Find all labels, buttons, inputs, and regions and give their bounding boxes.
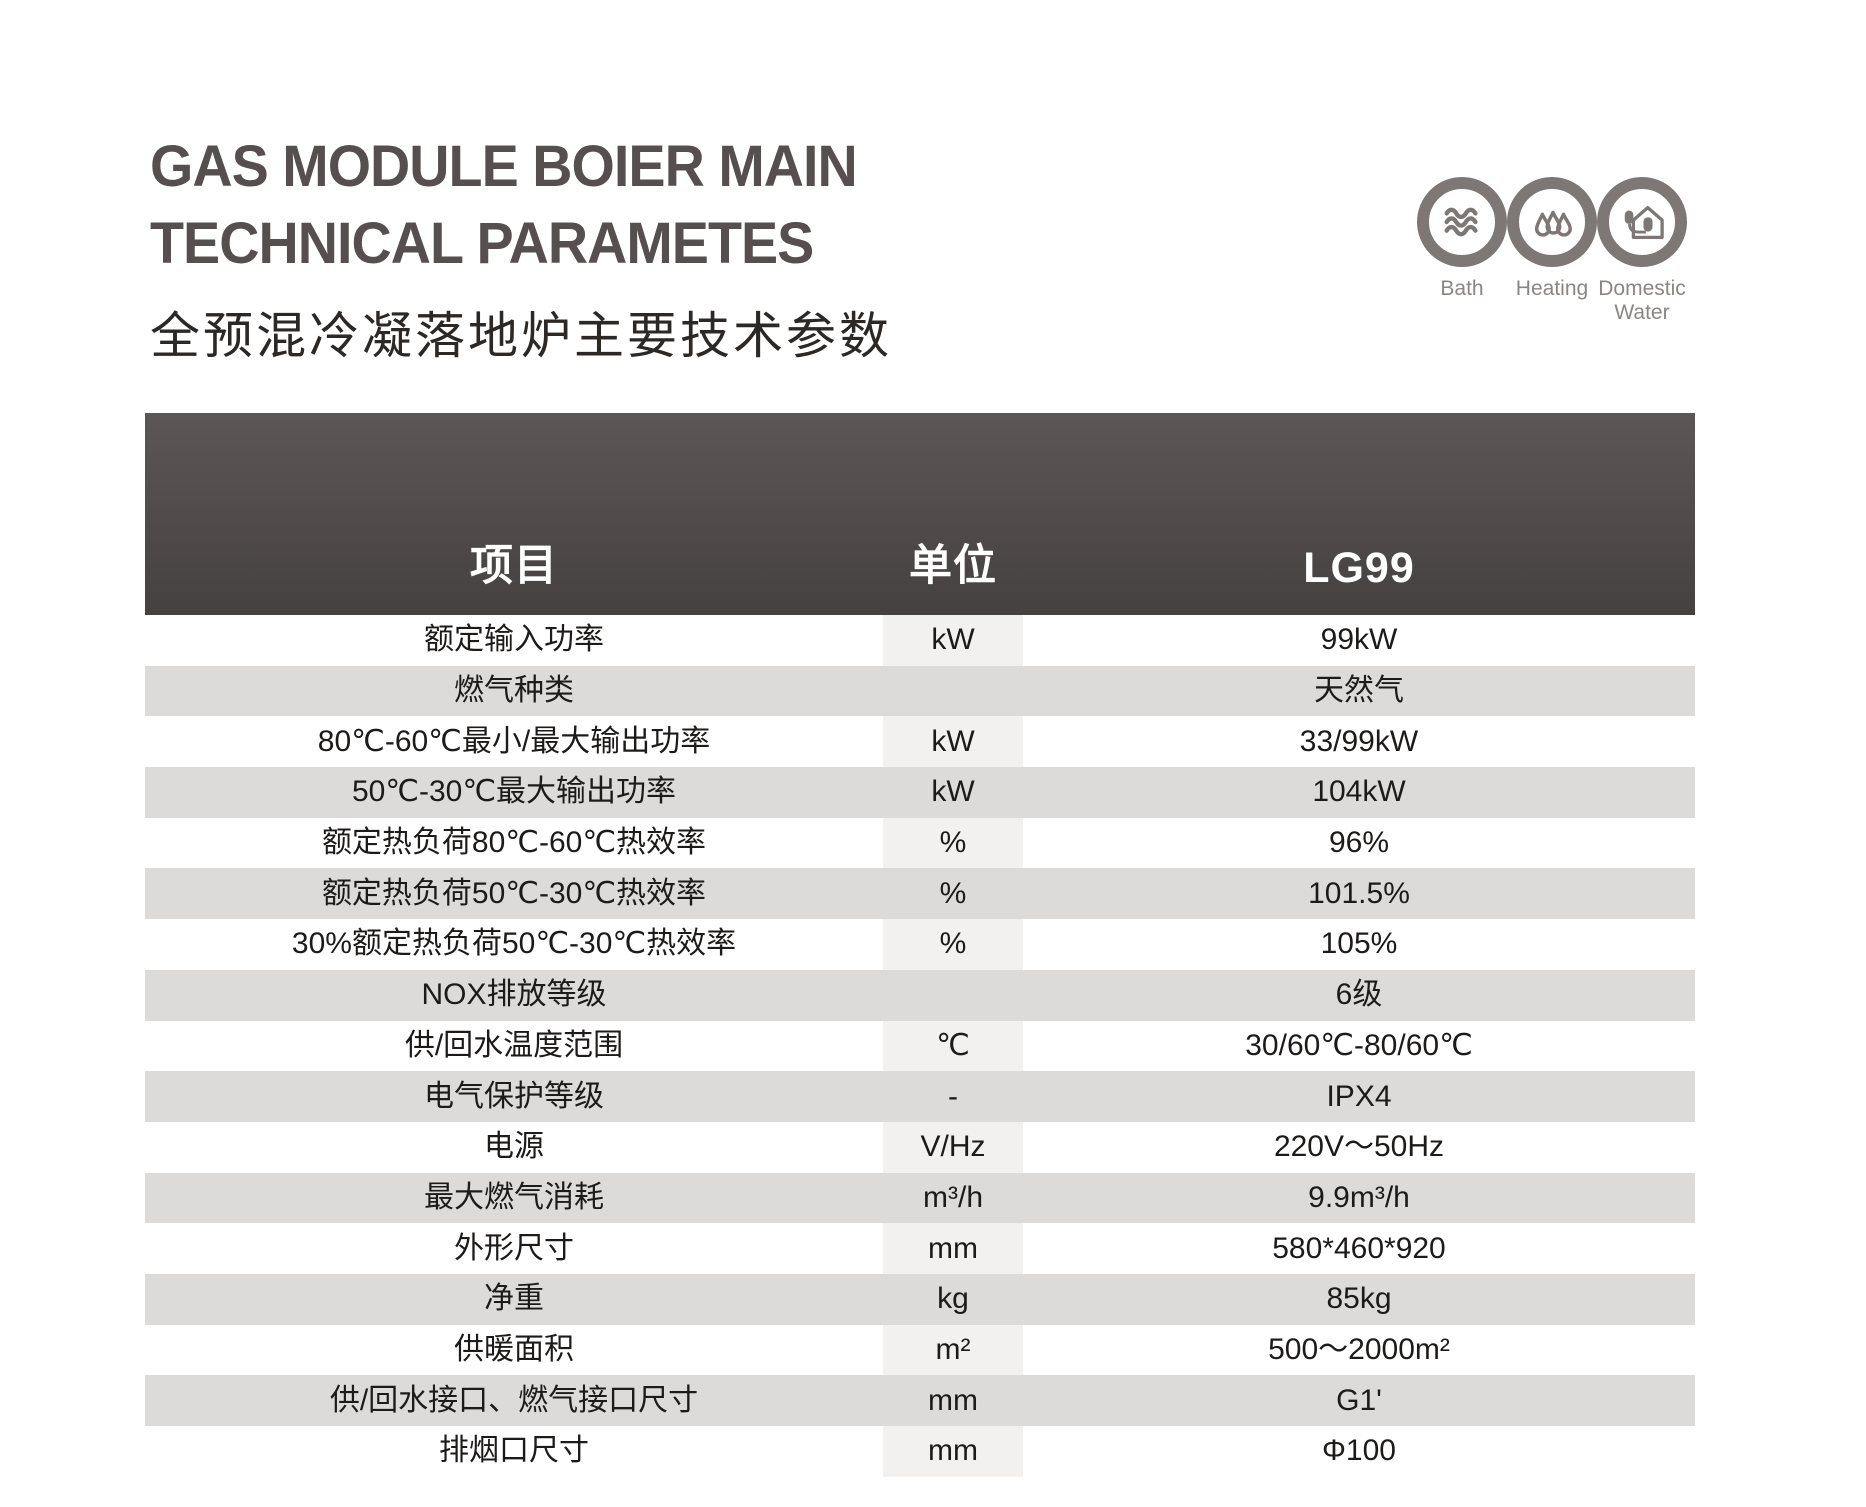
column-header-unit: 单位 (909, 542, 997, 590)
feature-heating: Heating (1506, 177, 1598, 325)
bath-waves-icon (1417, 177, 1507, 267)
table-row: 80℃-60℃最小/最大输出功率 kW 33/99kW (145, 716, 1695, 768)
row-value: 500～2000m² (1268, 1332, 1450, 1366)
row-unit: mm (883, 1426, 1023, 1477)
row-item-label: 供/回水接口、燃气接口尺寸 (329, 1383, 699, 1417)
table-row: 最大燃气消耗 m³/h 9.9m³/h (145, 1172, 1695, 1224)
table-header: 项目 单位 LG99 (145, 413, 1695, 615)
row-value: 220V～50Hz (1273, 1130, 1445, 1164)
table-row: 燃气种类 天然气 (145, 665, 1695, 717)
page-subtitle-chinese: 全预混冷凝落地炉主要技术参数 (150, 308, 892, 364)
row-unit: mm (883, 1223, 1023, 1274)
row-value: 天然气 (1314, 674, 1404, 708)
table-body: 额定输入功率 kW 99kW 燃气种类 天然气 80℃-60℃最小/最大输出功率… (145, 615, 1695, 1477)
feature-label-bath: Bath (1440, 277, 1484, 300)
spec-table: 项目 单位 LG99 额定输入功率 kW 99kW 燃气种类 天然气 80℃-6… (145, 413, 1695, 1477)
column-header-model: LG99 (1303, 544, 1415, 592)
row-value: 9.9m³/h (1308, 1180, 1410, 1214)
row-item-label: NOX排放等级 (421, 978, 607, 1012)
row-item-label: 电源 (484, 1130, 544, 1164)
row-unit: kg (937, 1282, 969, 1316)
row-unit: - (948, 1079, 958, 1113)
feature-label-domestic-water: Domestic Water (1598, 277, 1686, 324)
table-row: 额定热负荷80℃-60℃热效率 % 96% (145, 817, 1695, 869)
table-row: 供/回水接口、燃气接口尺寸 mm G1' (145, 1375, 1695, 1426)
row-value: IPX4 (1326, 1079, 1392, 1113)
row-unit: kW (883, 615, 1023, 666)
feature-domestic-water: Domestic Water (1596, 177, 1688, 325)
feature-icons-group: Bath Heating (1416, 177, 1688, 325)
row-value: 105% (1320, 927, 1398, 961)
feature-bath: Bath (1416, 177, 1508, 325)
table-row: 供暖面积 m² 500～2000m² (145, 1324, 1695, 1376)
row-item-label: 额定热负荷50℃-30℃热效率 (321, 876, 707, 910)
row-item-label: 燃气种类 (454, 674, 574, 708)
page-title-line1: GAS MODULE BOIER MAIN (150, 134, 858, 199)
table-row: 外形尺寸 mm 580*460*920 (145, 1223, 1695, 1274)
row-unit: kW (931, 775, 975, 809)
row-unit: mm (928, 1383, 978, 1417)
heating-drops-icon (1507, 177, 1597, 267)
row-item-label: 外形尺寸 (454, 1231, 574, 1265)
row-value: 6级 (1335, 978, 1383, 1012)
table-row: 供/回水温度范围 ℃ 30/60℃-80/60℃ (145, 1020, 1695, 1072)
column-header-item: 项目 (470, 542, 558, 590)
row-item-label: 最大燃气消耗 (424, 1180, 604, 1214)
table-row: 额定热负荷50℃-30℃热效率 % 101.5% (145, 868, 1695, 920)
row-value: 580*460*920 (1272, 1231, 1446, 1265)
row-item-label: 供/回水温度范围 (404, 1028, 624, 1062)
row-value: 99kW (1320, 623, 1398, 657)
row-value: 33/99kW (1299, 724, 1419, 758)
row-item-label: 30%额定热负荷50℃-30℃热效率 (291, 927, 737, 961)
row-item-label: 80℃-60℃最小/最大输出功率 (317, 724, 711, 758)
row-unit (883, 970, 1023, 1021)
row-value: 104kW (1312, 775, 1406, 809)
table-row: 净重 kg 85kg (145, 1273, 1695, 1325)
table-row: 电气保护等级 - IPX4 (145, 1071, 1695, 1122)
row-unit: m³/h (923, 1180, 983, 1214)
row-item-label: 电气保护等级 (424, 1079, 604, 1113)
table-row: 电源 V/Hz 220V～50Hz (145, 1121, 1695, 1173)
domestic-water-house-icon (1597, 177, 1687, 267)
row-value: 96% (1328, 826, 1390, 860)
row-unit (883, 666, 1023, 717)
row-unit: ℃ (883, 1020, 1023, 1072)
row-value: 101.5% (1308, 876, 1410, 910)
row-item-label: 额定输入功率 (424, 623, 604, 657)
row-item-label: 供暖面积 (454, 1332, 574, 1366)
row-unit: V/Hz (883, 1121, 1023, 1173)
row-value: G1' (1336, 1383, 1382, 1417)
table-row: 额定输入功率 kW 99kW (145, 615, 1695, 666)
row-item-label: 排烟口尺寸 (439, 1434, 589, 1468)
table-row: 排烟口尺寸 mm Φ100 (145, 1426, 1695, 1477)
page-title-line2: TECHNICAL PARAMETES (150, 211, 814, 276)
row-value: Φ100 (1322, 1434, 1396, 1468)
table-row: 50℃-30℃最大输出功率 kW 104kW (145, 767, 1695, 818)
row-item-label: 额定热负荷80℃-60℃热效率 (321, 826, 707, 860)
row-unit: % (883, 919, 1023, 970)
row-value: 85kg (1326, 1282, 1392, 1316)
row-item-label: 50℃-30℃最大输出功率 (351, 775, 677, 809)
row-item-label: 净重 (484, 1282, 544, 1316)
row-unit: % (939, 876, 967, 910)
feature-label-heating: Heating (1515, 277, 1589, 300)
row-unit: kW (883, 716, 1023, 768)
row-unit: m² (883, 1324, 1023, 1376)
row-value: 30/60℃-80/60℃ (1245, 1028, 1473, 1062)
row-unit: % (883, 817, 1023, 869)
table-row: 30%额定热负荷50℃-30℃热效率 % 105% (145, 919, 1695, 970)
title-block: GAS MODULE BOIER MAIN TECHNICAL PARAMETE… (150, 128, 892, 368)
table-row: NOX排放等级 6级 (145, 969, 1695, 1021)
